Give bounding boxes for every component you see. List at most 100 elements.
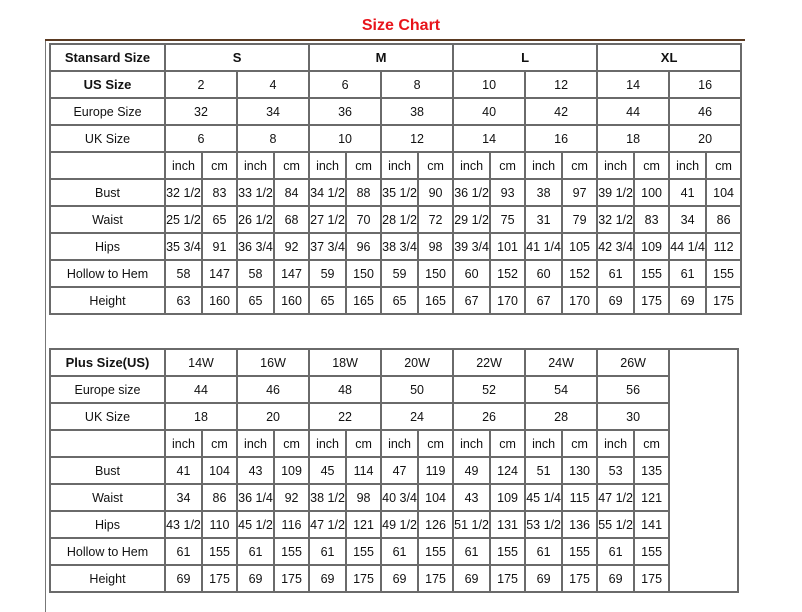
measurement-value: 51 1/2 — [452, 510, 492, 539]
unit-inch: inch — [308, 429, 348, 458]
measurement-value: 93 — [489, 178, 527, 207]
unit-cm: cm — [561, 429, 599, 458]
measurement-value: 32 1/2 — [596, 205, 636, 234]
size-group-s: S — [163, 43, 311, 72]
us-size: 6 — [308, 70, 383, 99]
unit-cm: cm — [345, 429, 383, 458]
measurement-value: 28 1/2 — [380, 205, 420, 234]
row-label: Hips — [49, 510, 166, 539]
measurement-value: 35 3/4 — [164, 232, 203, 261]
unit-inch: inch — [668, 151, 708, 180]
measurement-value: 155 — [417, 537, 455, 566]
row-label: Hollow to Hem — [49, 537, 166, 566]
measurement-value: 112 — [705, 232, 743, 261]
measurement-value: 69 — [524, 564, 564, 593]
measurement-value: 61 — [380, 537, 420, 566]
unit-inch: inch — [164, 151, 203, 180]
measurement-value: 90 — [417, 178, 455, 207]
plus-size: 20W — [380, 348, 455, 377]
measurement-value: 61 — [596, 259, 636, 288]
measurement-value: 69 — [380, 564, 420, 593]
measurement-value: 39 1/2 — [596, 178, 636, 207]
measurement-value: 53 — [596, 456, 636, 485]
size-group-l: L — [452, 43, 599, 72]
uk-size: 22 — [308, 402, 383, 431]
row-label: UK Size — [49, 124, 166, 153]
measurement-value: 61 — [164, 537, 203, 566]
measurement-value: 49 — [452, 456, 492, 485]
measurement-value: 33 1/2 — [236, 178, 275, 207]
measurement-value: 109 — [489, 483, 527, 512]
unit-row: inch cm inch cm inch cm inch cm inch cm inch cm inch… — [49, 151, 743, 180]
uk-size: 24 — [380, 402, 455, 431]
measurement-value: 69 — [596, 286, 636, 315]
measurement-value: 98 — [417, 232, 455, 261]
measurement-value: 61 — [236, 537, 276, 566]
measurement-row: Bust 41 104 43 109 45 114 47 119 49 124 51 130 53 135 — [49, 456, 738, 485]
europe-size: 46 — [236, 375, 311, 404]
europe-size: 48 — [308, 375, 383, 404]
measurement-value: 114 — [345, 456, 383, 485]
plus-size: 24W — [524, 348, 599, 377]
measurement-value: 121 — [633, 483, 671, 512]
measurement-value: 45 1/2 — [236, 510, 276, 539]
header-label: Stansard Size — [49, 43, 166, 72]
measurement-value: 72 — [417, 205, 455, 234]
measurement-value: 70 — [345, 205, 383, 234]
uk-size: 28 — [524, 402, 599, 431]
measurement-value: 47 1/2 — [596, 483, 636, 512]
measurement-value: 59 — [308, 259, 348, 288]
row-label: Bust — [49, 456, 166, 485]
us-size: 8 — [380, 70, 455, 99]
measurement-value: 41 1/4 — [524, 232, 564, 261]
measurement-value: 152 — [561, 259, 599, 288]
measurement-value: 86 — [705, 205, 743, 234]
us-size: 16 — [668, 70, 743, 99]
unit-inch: inch — [164, 429, 203, 458]
uk-size: 14 — [452, 124, 527, 153]
measurement-value: 47 — [380, 456, 420, 485]
measurement-value: 104 — [200, 456, 239, 485]
measurement-value: 79 — [561, 205, 599, 234]
us-size: 14 — [596, 70, 671, 99]
measurement-row: Waist 34 86 36 1/4 92 38 1/2 98 40 3/4 104 43 109 4… — [49, 483, 738, 512]
measurement-value: 67 — [524, 286, 564, 315]
us-size: 12 — [524, 70, 599, 99]
measurement-value: 36 3/4 — [236, 232, 275, 261]
measurement-value: 53 1/2 — [524, 510, 564, 539]
unit-cm: cm — [705, 151, 743, 180]
measurement-value: 155 — [489, 537, 527, 566]
measurement-value: 40 3/4 — [380, 483, 420, 512]
europe-size: 38 — [380, 97, 455, 126]
measurement-value: 96 — [345, 232, 383, 261]
unit-inch: inch — [596, 429, 636, 458]
blank-cell — [668, 348, 740, 593]
measurement-value: 69 — [596, 564, 636, 593]
measurement-value: 34 — [164, 483, 203, 512]
measurement-value: 109 — [273, 456, 311, 485]
measurement-value: 170 — [561, 286, 599, 315]
europe-size: 52 — [452, 375, 527, 404]
unit-inch: inch — [380, 429, 420, 458]
measurement-value: 69 — [164, 564, 203, 593]
unit-cm: cm — [345, 151, 383, 180]
measurement-value: 45 — [308, 456, 348, 485]
measurement-value: 43 — [452, 483, 492, 512]
unit-row: inch cm inch cm inch cm inch cm inch cm inch cm inch… — [49, 429, 738, 458]
europe-size: 40 — [452, 97, 527, 126]
us-size: 2 — [164, 70, 238, 99]
measurement-value: 175 — [200, 564, 239, 593]
measurement-value: 60 — [524, 259, 564, 288]
measurement-value: 91 — [201, 232, 238, 261]
measurement-value: 160 — [272, 286, 311, 315]
measurement-value: 38 3/4 — [380, 232, 420, 261]
measurement-value: 88 — [345, 178, 383, 207]
plus-size: 16W — [236, 348, 311, 377]
measurement-value: 55 1/2 — [596, 510, 636, 539]
unit-inch: inch — [452, 151, 492, 180]
uk-size: 30 — [596, 402, 671, 431]
measurement-row: Waist 25 1/2 65 26 1/2 68 27 1/2 70 28 1/2 72 29 … — [49, 205, 743, 234]
uk-size: 20 — [668, 124, 743, 153]
unit-cm: cm — [489, 429, 527, 458]
measurement-value: 65 — [308, 286, 348, 315]
